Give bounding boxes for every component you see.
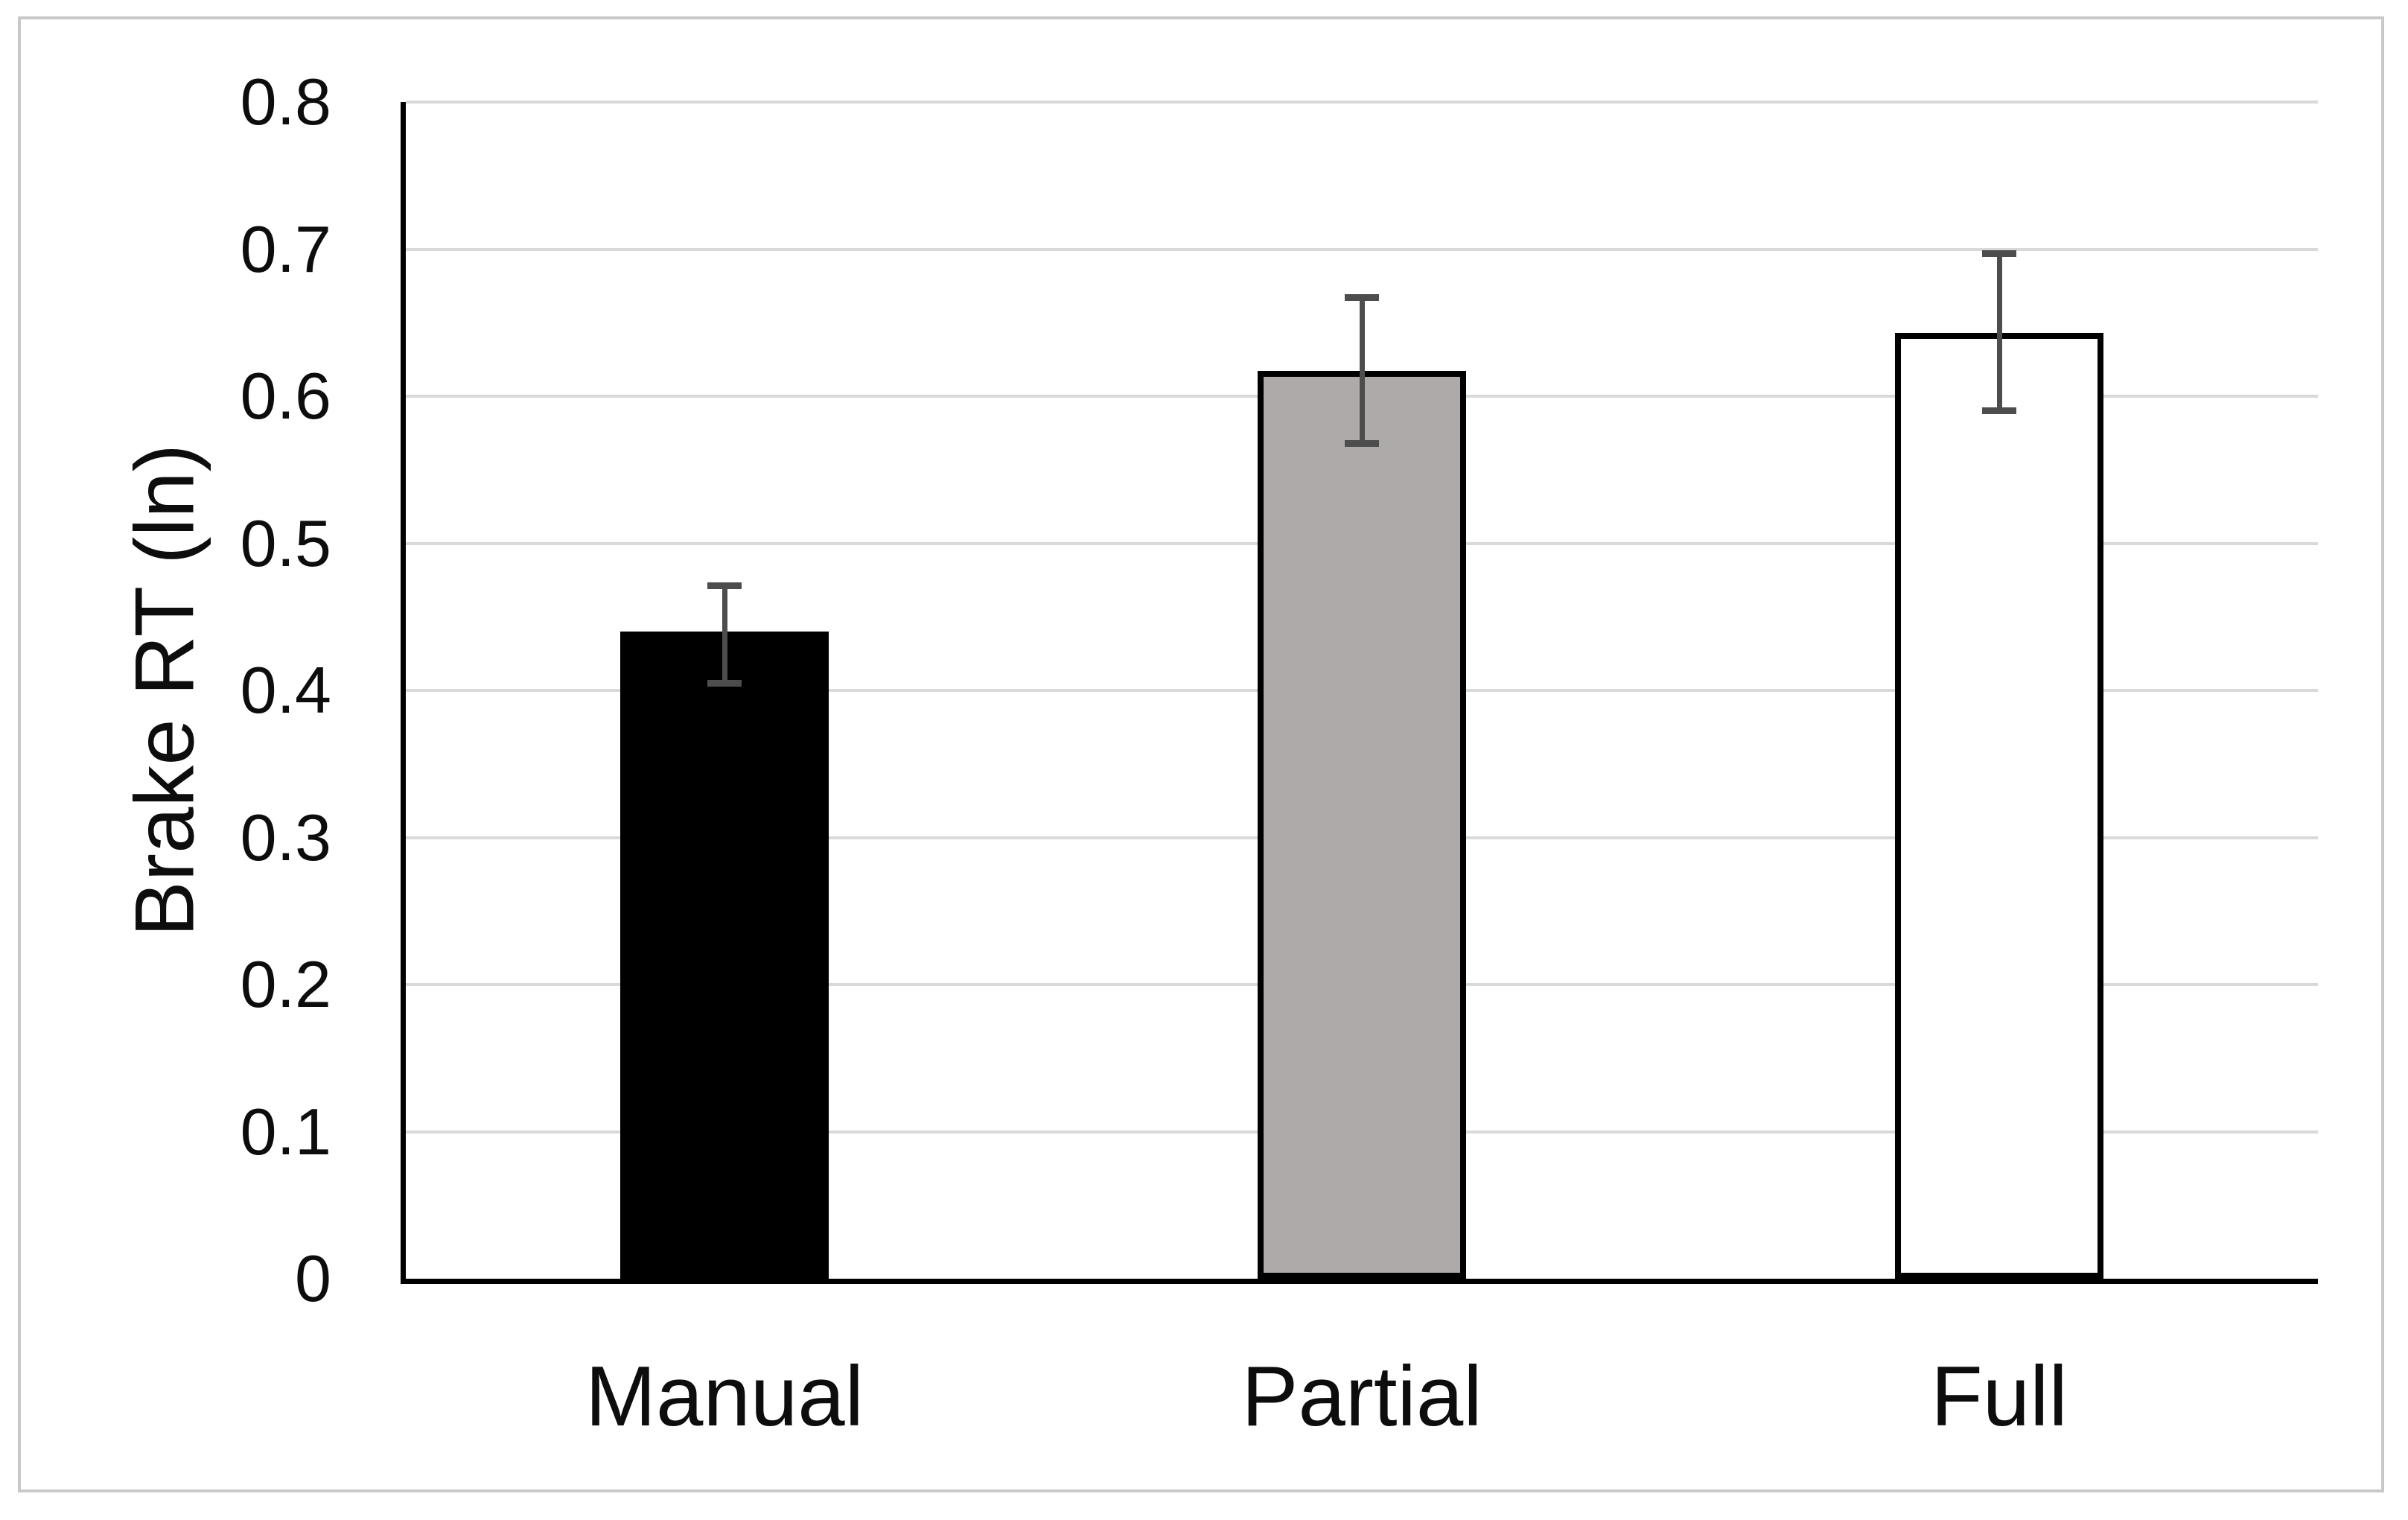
- error-bar-line-partial: [1359, 297, 1365, 444]
- bar-manual: [620, 632, 829, 1279]
- gridline-0.8: [406, 101, 2318, 104]
- y-axis-line: [401, 102, 406, 1282]
- x-axis-line: [401, 1279, 2318, 1284]
- y-tick-label: 0.2: [240, 947, 331, 1021]
- error-bar-top-cap-partial: [1345, 294, 1379, 302]
- plot-area: [401, 101, 2318, 1284]
- chart-border: [18, 16, 2384, 1492]
- error-bar-top-cap-manual: [707, 582, 742, 590]
- error-bar-bottom-cap-full: [1982, 407, 2016, 415]
- bar-partial: [1258, 371, 1466, 1279]
- error-bar-top-cap-full: [1982, 249, 2016, 257]
- bar-full: [1895, 333, 2103, 1279]
- y-tick-label: 0.8: [240, 65, 331, 139]
- error-bar-bottom-cap-manual: [707, 679, 742, 687]
- x-category-label-partial: Partial: [1241, 1349, 1482, 1444]
- error-bar-bottom-cap-partial: [1345, 439, 1379, 447]
- y-tick-label: 0.3: [240, 800, 331, 874]
- error-bar-line-manual: [722, 585, 727, 684]
- y-tick-label: 0.5: [240, 506, 331, 580]
- x-category-label-full: Full: [1931, 1349, 2068, 1444]
- y-tick-label: 0.6: [240, 359, 331, 433]
- y-tick-label: 0.4: [240, 653, 331, 727]
- gridline-0.7: [406, 247, 2318, 251]
- y-tick-label: 0.1: [240, 1094, 331, 1168]
- y-tick-label: 0.7: [240, 212, 331, 286]
- x-category-label-manual: Manual: [585, 1349, 864, 1444]
- y-tick-label: 0: [295, 1241, 331, 1315]
- error-bar-line-full: [1996, 253, 2002, 411]
